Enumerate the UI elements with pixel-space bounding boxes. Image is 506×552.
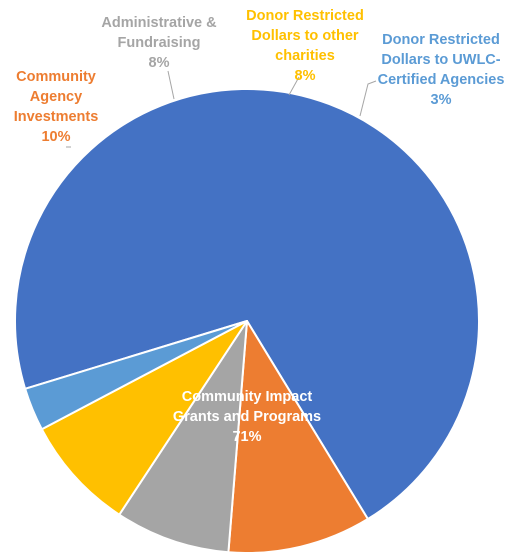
data-label-donor-restricted-dollars-to-other-charities: Donor Restricted Dollars to other charitie…: [246, 8, 364, 84]
pie-slice-donor-restricted-dollars-to-uwlc-certified-agencies: [24, 320, 248, 431]
pie-slices: [14, 88, 480, 552]
leader-lines: [66, 70, 377, 148]
data-label-donor-restricted-dollars-to-uwlc-certified-agencies: Donor Restricted Dollars to UWLC-Certifie…: [378, 32, 505, 108]
pie-slice-community-impact-grants-and-programs: [14, 88, 480, 521]
pie-slice-donor-restricted-dollars-to-other-charities: [40, 320, 248, 516]
data-label-community-impact-grants-and-programs: Community Impact Grants and Programs 71%: [173, 389, 321, 445]
leader-line-donor-restricted-dollars-to-uwlc-certified-agencies: [359, 80, 377, 117]
data-labels: Community Impact Grants and Programs 71% Co…: [14, 8, 505, 445]
pie-slice-community-agency-investments: [227, 320, 369, 552]
data-label-community-agency-investments: Community Agency Investments 10%: [14, 69, 99, 145]
leader-line-administrative-fundraising: [167, 70, 175, 100]
leader-line-donor-restricted-dollars-to-other-charities: [288, 76, 300, 96]
data-label-administrative-fundraising: Administrative & Fundraising 8%: [101, 15, 217, 71]
